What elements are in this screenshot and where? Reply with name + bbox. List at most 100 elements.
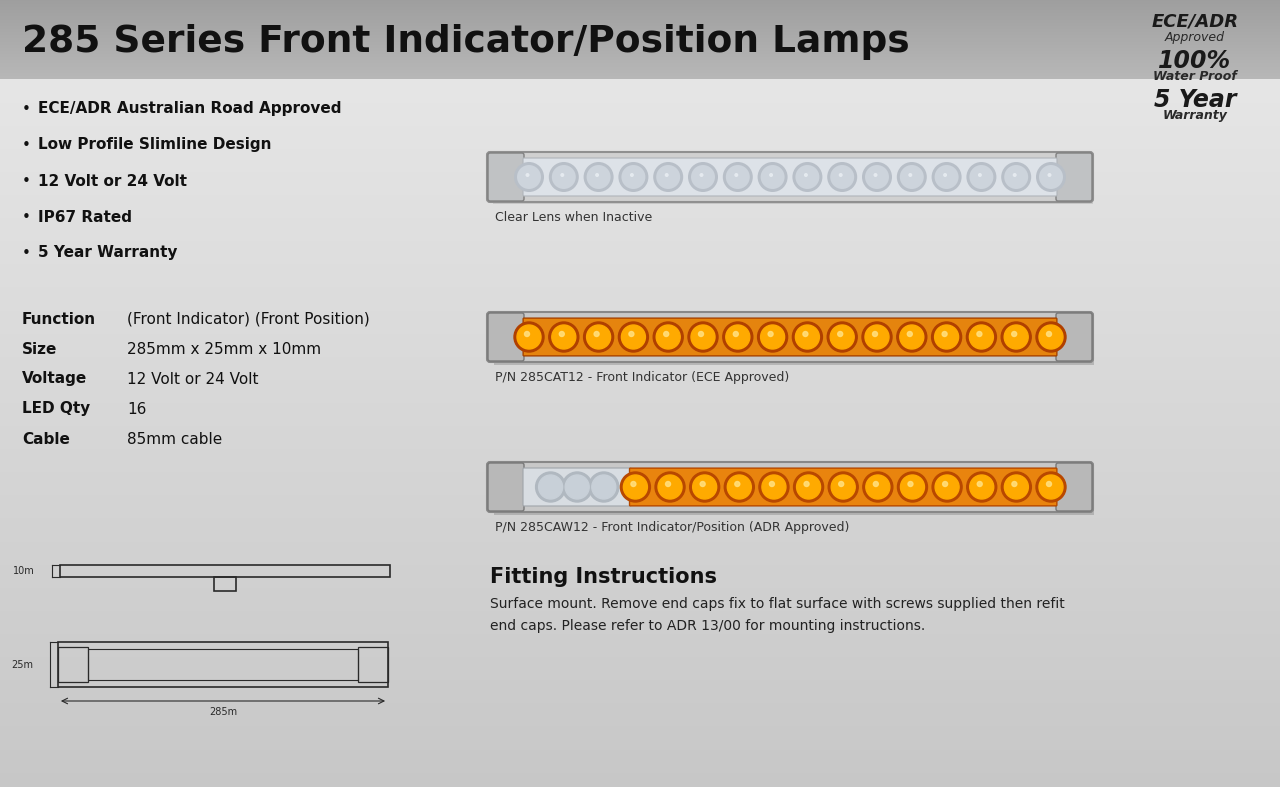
Bar xyxy=(0,372,1280,373)
Bar xyxy=(0,453,1280,454)
Bar xyxy=(0,567,1280,568)
Circle shape xyxy=(865,475,890,499)
Bar xyxy=(0,80,1280,81)
Circle shape xyxy=(591,475,616,499)
Text: P/N 285CAT12 - Front Indicator (ECE Approved): P/N 285CAT12 - Front Indicator (ECE Appr… xyxy=(495,371,790,384)
Bar xyxy=(0,333,1280,334)
Text: P/N 285CAW12 - Front Indicator/Position (ADR Approved): P/N 285CAW12 - Front Indicator/Position … xyxy=(495,521,850,534)
Circle shape xyxy=(562,472,593,502)
Bar xyxy=(0,609,1280,610)
Circle shape xyxy=(804,173,808,177)
Bar xyxy=(0,755,1280,756)
Bar xyxy=(0,354,1280,355)
Bar xyxy=(0,406,1280,407)
Bar xyxy=(0,699,1280,700)
Bar xyxy=(0,676,1280,677)
Bar xyxy=(0,12,1280,13)
Bar xyxy=(0,95,1280,96)
Circle shape xyxy=(630,173,634,177)
Bar xyxy=(0,19,1280,20)
Bar xyxy=(0,442,1280,443)
Bar xyxy=(0,376,1280,377)
Bar xyxy=(0,426,1280,427)
Bar xyxy=(0,210,1280,211)
Bar xyxy=(0,508,1280,509)
Bar xyxy=(0,405,1280,406)
Bar xyxy=(0,665,1280,666)
Text: IP67 Rated: IP67 Rated xyxy=(38,209,132,224)
FancyBboxPatch shape xyxy=(1056,463,1092,511)
Bar xyxy=(0,648,1280,649)
Bar xyxy=(0,579,1280,580)
Bar xyxy=(0,29,1280,30)
Bar xyxy=(0,269,1280,270)
Bar xyxy=(0,292,1280,293)
Bar xyxy=(0,130,1280,131)
Bar xyxy=(0,74,1280,75)
Bar xyxy=(0,613,1280,614)
Bar xyxy=(0,153,1280,154)
Bar xyxy=(0,178,1280,179)
Text: (Front Indicator) (Front Position): (Front Indicator) (Front Position) xyxy=(127,312,370,327)
Bar xyxy=(0,149,1280,150)
Bar xyxy=(0,771,1280,772)
Bar xyxy=(0,317,1280,318)
Text: Cable: Cable xyxy=(22,431,70,446)
Bar xyxy=(0,551,1280,552)
Bar xyxy=(0,489,1280,490)
Bar xyxy=(0,219,1280,220)
Circle shape xyxy=(552,325,576,349)
Bar xyxy=(0,693,1280,694)
Bar xyxy=(0,44,1280,45)
Bar xyxy=(0,768,1280,769)
Bar xyxy=(0,537,1280,538)
Bar xyxy=(0,446,1280,447)
Bar xyxy=(0,263,1280,264)
FancyBboxPatch shape xyxy=(524,158,1057,196)
Bar xyxy=(0,270,1280,271)
Bar xyxy=(0,635,1280,636)
Bar xyxy=(0,759,1280,760)
Bar xyxy=(0,202,1280,203)
Circle shape xyxy=(932,472,963,502)
Bar xyxy=(0,754,1280,755)
Circle shape xyxy=(689,322,718,352)
Circle shape xyxy=(1036,472,1066,502)
Bar xyxy=(0,701,1280,702)
Bar xyxy=(0,747,1280,748)
Bar xyxy=(0,175,1280,176)
Bar xyxy=(0,195,1280,196)
Bar xyxy=(0,491,1280,492)
Bar xyxy=(0,170,1280,171)
Bar xyxy=(0,619,1280,620)
Circle shape xyxy=(1047,173,1051,177)
Bar xyxy=(0,330,1280,331)
Bar xyxy=(0,389,1280,390)
Bar xyxy=(0,3,1280,4)
Bar xyxy=(0,584,1280,585)
Circle shape xyxy=(586,325,611,349)
Bar xyxy=(0,653,1280,654)
Bar xyxy=(0,438,1280,439)
Bar xyxy=(0,672,1280,673)
Bar xyxy=(0,607,1280,608)
Text: Clear Lens when Inactive: Clear Lens when Inactive xyxy=(495,211,653,224)
Bar xyxy=(0,565,1280,566)
Bar xyxy=(0,667,1280,668)
Bar xyxy=(0,439,1280,440)
Bar xyxy=(0,743,1280,744)
Bar xyxy=(0,242,1280,243)
Circle shape xyxy=(618,162,649,192)
Bar xyxy=(0,720,1280,721)
Bar xyxy=(0,359,1280,360)
Bar xyxy=(0,72,1280,73)
Bar xyxy=(0,507,1280,508)
Circle shape xyxy=(653,162,684,192)
Bar xyxy=(0,351,1280,352)
Bar xyxy=(0,514,1280,515)
Bar xyxy=(0,478,1280,479)
Bar xyxy=(0,458,1280,459)
Bar xyxy=(0,319,1280,320)
Bar xyxy=(0,620,1280,621)
Bar xyxy=(0,571,1280,572)
